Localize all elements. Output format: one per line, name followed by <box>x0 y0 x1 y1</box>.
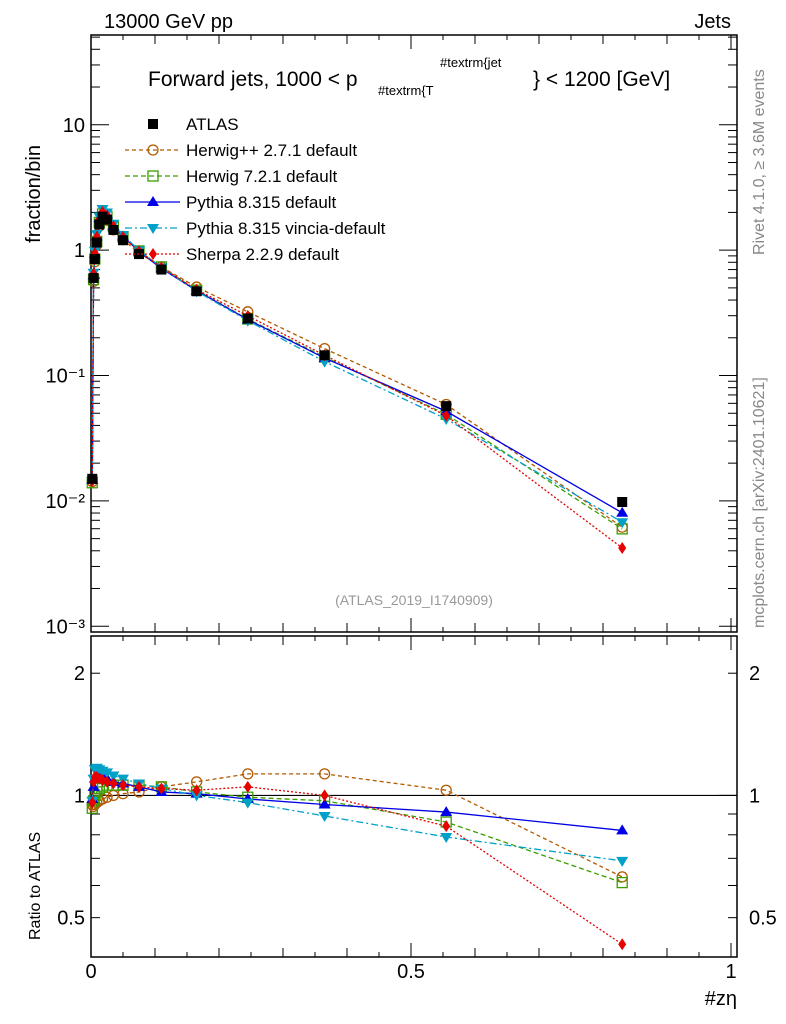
x-tick-label: 1 <box>725 961 736 983</box>
ratio-point-sherpa-2-2-9-default <box>88 796 97 809</box>
chart-title: Forward jets, 1000 < p #textrm{T #textrm… <box>148 55 670 98</box>
analysis-watermark: (ATLAS_2019_I1740909) <box>335 592 493 608</box>
ratio-point-sherpa-2-2-9-default <box>192 784 201 797</box>
point-atlas <box>102 214 112 225</box>
ratio-point-sherpa-2-2-9-default <box>109 777 118 790</box>
title-end: } < 1200 [GeV] <box>533 68 670 91</box>
legend-marker <box>147 224 159 234</box>
point-pythia-8-315-default <box>616 506 629 517</box>
ratio-point-pythia-8-315-vincia-default <box>241 798 254 809</box>
ratio-point-pythia-8-315-default <box>616 824 629 835</box>
ratio-line-sherpa-2-2-9-default <box>91 776 623 945</box>
ratio-point-pythia-8-315-default <box>440 806 453 817</box>
header-right: Jets <box>694 11 731 33</box>
point-atlas <box>88 272 99 283</box>
point-sherpa-2-2-9-default <box>442 409 451 422</box>
ratio-frame <box>90 635 738 958</box>
x-tick-label: 0.5 <box>397 961 425 983</box>
y-tick-label: 1 <box>74 785 85 807</box>
y-tick-label: 10 <box>63 115 85 137</box>
main-frame <box>90 34 738 633</box>
y-tick-label: 10⁻² <box>46 491 86 513</box>
ratio-point-sherpa-2-2-9-default <box>243 780 252 793</box>
ratio-point-sherpa-2-2-9-default <box>157 782 166 795</box>
x-tick-label: 0 <box>85 961 96 983</box>
point-atlas <box>191 286 202 297</box>
title-main: Forward jets, 1000 < p <box>148 68 358 91</box>
ratio-point-pythia-8-315-vincia-default <box>101 768 113 779</box>
point-atlas <box>156 264 167 275</box>
point-sherpa-2-2-9-default <box>618 541 627 554</box>
ratio-point-sherpa-2-2-9-default <box>442 820 451 833</box>
ratio-point-sherpa-2-2-9-default <box>135 780 143 793</box>
y-tick-label: 10⁻³ <box>46 616 86 638</box>
ratio-point-pythia-8-315-vincia-default <box>318 811 331 822</box>
ratio-y-axis-label: Ratio to ATLAS <box>27 832 44 940</box>
legend-label: Pythia 8.315 vincia-default <box>186 219 386 238</box>
legend-marker <box>148 119 158 129</box>
point-pythia-8-315-vincia-default <box>616 518 629 529</box>
y-axis-label: fraction/bin <box>23 145 45 243</box>
point-atlas <box>94 219 105 230</box>
ratio-point-pythia-8-315-vincia-default <box>616 856 629 867</box>
legend: ATLAS Herwig++ 2.7.1 default Herwig 7.2.1 … <box>125 115 386 264</box>
point-atlas <box>89 253 100 264</box>
ratio-point-sherpa-2-2-9-default <box>618 938 627 951</box>
x-axis-label: #zη <box>705 988 737 1010</box>
legend-label: Sherpa 2.2.9 default <box>186 245 339 264</box>
ratio-point-pythia-8-315-vincia-default <box>440 832 453 843</box>
title-sup: #textrm{jet <box>440 55 502 70</box>
ratio-point-herwig-2-7-1-default <box>318 768 331 780</box>
point-atlas <box>319 350 330 361</box>
legend-label: Herwig 7.2.1 default <box>186 167 337 186</box>
legend-marker <box>147 170 159 182</box>
ratio-point-sherpa-2-2-9-default <box>119 779 127 792</box>
ratio-point-herwig-2-7-1-default <box>242 768 254 780</box>
legend-marker <box>147 144 159 156</box>
point-atlas <box>108 224 119 235</box>
y-tick-label-right: 0.5 <box>749 908 777 930</box>
ratio-point-sherpa-2-2-9-default <box>103 775 111 788</box>
legend-label: ATLAS <box>186 115 239 134</box>
y-tick-label: 10⁻¹ <box>46 366 86 388</box>
y-tick-label-right: 2 <box>749 663 760 685</box>
point-atlas <box>87 473 98 484</box>
ratio-point-herwig-7-2-1-default <box>616 876 628 889</box>
ratio-point-pythia-8-315-vincia-default <box>107 771 120 782</box>
point-atlas <box>617 496 628 507</box>
ratio-point-herwig-2-7-1-default <box>616 871 628 883</box>
ratio-line-pythia-8-315-vincia-default <box>91 766 623 862</box>
header-left: 13000 GeV pp <box>104 11 233 33</box>
series-line-sherpa-2-2-9-default <box>91 210 623 549</box>
legend-marker <box>147 196 159 206</box>
legend-label: Herwig++ 2.7.1 default <box>186 141 357 160</box>
ratio-point-herwig-2-7-1-default <box>440 784 452 796</box>
ratio-point-sherpa-2-2-9-default <box>320 789 329 802</box>
y-tick-label: 1 <box>74 240 85 262</box>
legend-marker <box>149 248 157 260</box>
point-atlas <box>242 313 253 324</box>
legend-label: Pythia 8.315 default <box>186 193 337 212</box>
title-sub: #textrm{T <box>378 83 434 98</box>
point-atlas <box>91 237 102 248</box>
ratio-point-pythia-8-315-vincia-default <box>190 791 203 802</box>
point-atlas <box>118 235 128 246</box>
series-line-pythia-8-315-default <box>91 209 623 514</box>
series-line-pythia-8-315-vincia-default <box>91 208 623 523</box>
point-atlas <box>441 401 452 412</box>
y-tick-label: 0.5 <box>57 908 85 930</box>
mcplots-text: mcplots.cern.ch [arXiv:2401.10621] <box>751 377 768 628</box>
ratio-point-pythia-8-315-default <box>318 798 331 809</box>
y-tick-label: 2 <box>74 663 85 685</box>
y-tick-label-right: 1 <box>749 785 760 807</box>
ratio-line-herwig-7-2-1-default <box>91 784 623 884</box>
rivet-text: Rivet 4.1.0, ≥ 3.6M events <box>751 69 768 255</box>
